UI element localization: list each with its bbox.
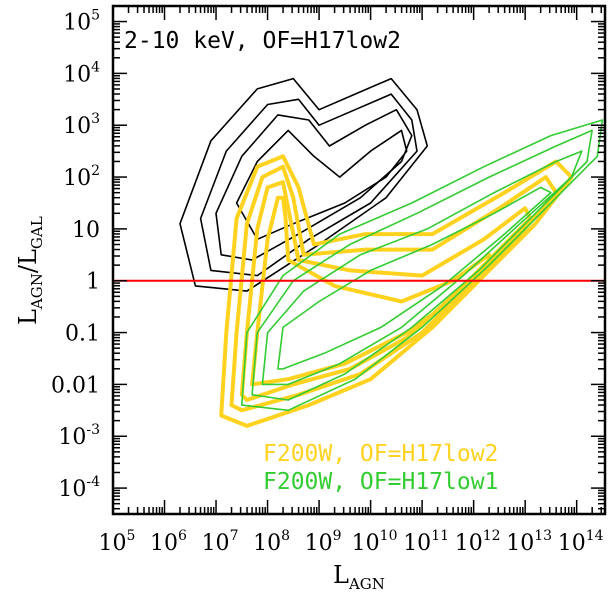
- x-axis-title: LAGN: [333, 561, 385, 593]
- contour-1-2: [239, 180, 533, 402]
- y-axis-title-sub2: GAL: [28, 216, 46, 249]
- contour-1-0: [219, 154, 574, 428]
- y-tick-label: 1: [86, 270, 100, 295]
- x-tick-label: 1010: [352, 528, 398, 556]
- y-axis-title-slash: /L: [14, 249, 42, 273]
- y-tick-label: 10: [72, 218, 100, 243]
- contour-2-3: [277, 186, 552, 370]
- x-tick-label: 1011: [403, 528, 449, 556]
- contour-2-0: [241, 119, 604, 412]
- y-tick-label: 104: [63, 59, 100, 87]
- y-tick-label: 10-4: [58, 474, 100, 502]
- contour-1-3: [250, 195, 492, 387]
- contour-0-2: [215, 108, 413, 261]
- y-axis-title-main: L: [14, 309, 42, 325]
- y-tick-label: 0.01: [51, 373, 100, 398]
- x-tick-label: 1014: [558, 528, 604, 556]
- x-tick-label: 1013: [506, 528, 552, 556]
- x-tick-label: 108: [253, 528, 290, 556]
- x-tick-label: 1012: [455, 528, 501, 556]
- legend-entry-green: F200W, OF=H17low1: [263, 469, 498, 495]
- contour-0-3: [235, 129, 408, 241]
- x-axis-title-sub: AGN: [348, 575, 385, 593]
- x-axis-title-main: L: [333, 561, 349, 589]
- y-axis-title: LAGN/LGAL: [14, 216, 46, 325]
- y-tick-label: 10-3: [58, 422, 100, 450]
- contour-2-2: [261, 150, 583, 386]
- contour-2-1: [251, 129, 593, 401]
- y-tick-label: 105: [63, 8, 100, 36]
- chart-annotation: 2-10 keV, OF=H17low2: [124, 28, 401, 54]
- x-tick-label: 105: [99, 528, 136, 556]
- y-tick-label: 103: [63, 111, 100, 139]
- legend-entry-yellow: F200W, OF=H17low2: [263, 441, 498, 467]
- contour-1-1: [229, 164, 559, 413]
- contour-layer: [179, 77, 604, 428]
- y-tick-label: 102: [63, 163, 100, 191]
- tick-labels: 105 106 107 108 109 1010 1011 1012 1013 101410510…: [51, 8, 604, 556]
- contour-0-0: [179, 77, 429, 292]
- x-tick-label: 107: [202, 528, 239, 556]
- y-tick-label: 0.1: [65, 322, 100, 347]
- tick-marks: [112, 6, 605, 514]
- x-tick-label: 109: [305, 528, 342, 556]
- x-tick-label: 106: [150, 528, 187, 556]
- y-axis-title-sub1: AGN: [28, 273, 46, 310]
- plot-frame: [111, 4, 607, 516]
